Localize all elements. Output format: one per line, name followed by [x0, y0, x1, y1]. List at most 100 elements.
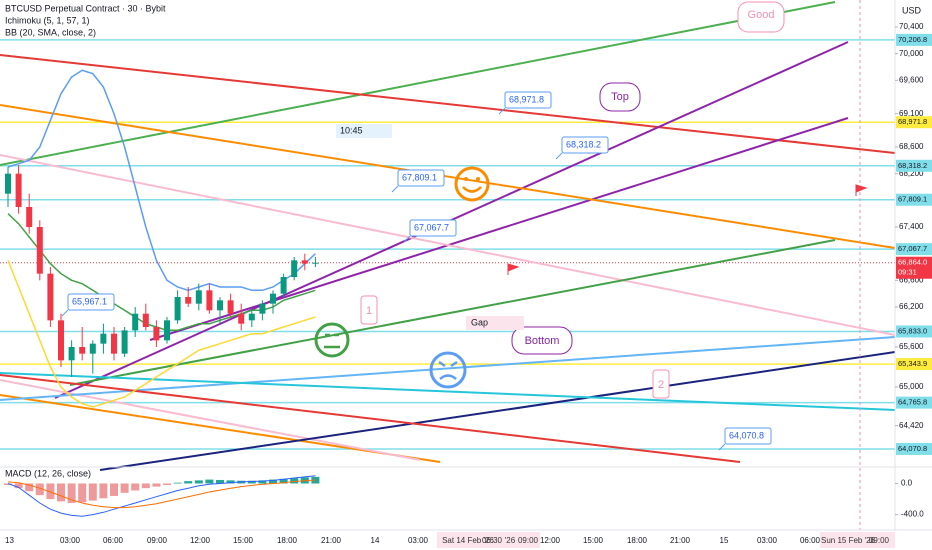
y-tick-label: 66,600 — [899, 275, 924, 284]
histogram-bar — [4, 483, 12, 486]
level-tag — [896, 159, 932, 172]
y-tick-label: 69,100 — [899, 109, 924, 118]
histogram-bar — [184, 481, 193, 484]
bottom-label: Bottom — [525, 335, 560, 347]
legend: BTCUSD Perpetual Contract · 30 · Bybit I… — [5, 3, 166, 478]
callout-box — [724, 427, 772, 445]
macd-line — [7, 475, 316, 517]
time-highlight — [437, 532, 540, 548]
level-label: 65,833.0 — [898, 326, 927, 335]
angry-mouth — [439, 374, 457, 380]
histogram-bar — [194, 480, 203, 484]
macd-line — [7, 479, 316, 509]
level-tag — [896, 325, 932, 338]
histogram-bar — [247, 480, 256, 484]
candle-body — [5, 173, 11, 194]
histogram-bar — [152, 483, 161, 487]
histogram-bar — [78, 483, 87, 503]
x-tick-label: 06:30 — [482, 536, 503, 545]
histogram-bar — [131, 483, 140, 491]
candle-body — [47, 273, 54, 321]
indicator-line — [7, 260, 316, 408]
y-tick-label: 67,400 — [899, 222, 924, 231]
axes: 70,400 70,000 69,600 69,100 68,600 68,200 67,4… — [5, 22, 932, 548]
callout-leader — [391, 185, 399, 193]
top-bubble — [599, 82, 641, 112]
level-label: 68,318.2 — [898, 161, 927, 170]
wave-label: 2 — [658, 379, 664, 391]
histogram-bar — [25, 483, 34, 492]
trend-line — [99, 351, 896, 471]
x-tick-label: 09:00 — [147, 536, 168, 545]
indicator-label: BB (20, SMA, close, 2) — [5, 27, 96, 37]
trend-line — [0, 1, 836, 166]
x-tick-label: 09:00 — [869, 536, 890, 545]
x-tick-label: 18:00 — [627, 536, 648, 545]
x-tick-label: 03:00 — [60, 536, 81, 545]
candle-body — [89, 343, 96, 354]
level-tag — [896, 193, 932, 206]
candle-body — [238, 313, 245, 324]
annotations: Good Top Bottom Gap 10:45 1 2 — [314, 1, 868, 399]
histogram-bar — [46, 483, 55, 500]
level-label: 65,343.9 — [898, 359, 927, 368]
histogram-bar — [163, 483, 171, 486]
y-tick-label: 68,200 — [899, 169, 924, 178]
candle-body — [312, 262, 319, 264]
bottom-bubble — [511, 326, 573, 355]
histogram-bar — [120, 483, 129, 493]
last-price-label: 66,864.0 — [898, 258, 927, 267]
candle-body — [227, 300, 234, 314]
level-label: 70,206.8 — [898, 35, 927, 44]
y-tick-label: 65,000 — [899, 382, 924, 391]
gap-label: Gap — [471, 317, 488, 327]
y-tick-label: -400.0 — [901, 510, 924, 519]
level-label: 67,067.7 — [898, 244, 927, 253]
callout-box — [397, 169, 445, 187]
symbol-title: BTCUSD Perpetual Contract · 30 · Bybit — [5, 3, 166, 13]
indicator-label: Ichimoku (5, 1, 57, 1) — [5, 15, 90, 25]
candle-body — [259, 303, 266, 314]
x-tick-label: '26 — [505, 536, 516, 545]
y-tick-label: 68,600 — [899, 142, 924, 151]
candle-body — [280, 277, 287, 294]
histogram-bar — [226, 480, 235, 484]
top-label: Top — [611, 91, 629, 103]
level-tag — [896, 358, 932, 371]
time-box-label: 10:45 — [340, 125, 363, 135]
x-tick-label: 15 — [720, 536, 729, 545]
callout-leader — [498, 107, 506, 115]
price-series — [4, 69, 320, 517]
angry-brows — [438, 360, 458, 368]
x-tick-label: 21:00 — [321, 536, 342, 545]
candle-body — [248, 313, 255, 321]
trend-line — [0, 336, 896, 401]
callout-label: 65,967.1 — [72, 296, 107, 306]
callout-box — [504, 91, 552, 109]
level-label: 68,971.8 — [898, 117, 927, 126]
angry-face — [429, 351, 467, 389]
level-label: 67,809.1 — [898, 195, 927, 204]
eye — [476, 177, 480, 181]
candle-body — [111, 333, 117, 354]
histogram-bar — [258, 480, 267, 484]
flag — [507, 263, 520, 275]
candle-body — [270, 293, 276, 304]
callout-label: 68,318.2 — [566, 139, 601, 149]
callout-label: 67,809.1 — [402, 172, 437, 182]
last-price-tag — [896, 256, 932, 279]
histogram-bar — [57, 483, 65, 502]
histogram-bar — [279, 478, 288, 484]
callout-box — [409, 219, 457, 237]
level-tag — [896, 243, 932, 256]
histogram-bar — [110, 483, 118, 496]
x-tick-label: 12:00 — [540, 536, 561, 545]
histogram-bar — [88, 483, 97, 501]
y-tick-label: 65,600 — [899, 342, 924, 351]
callouts: 68,971.8 68,318.2 67,809.1 67,067.7 65,967.1… — [61, 91, 772, 451]
trend-lines — [0, 0, 896, 530]
trend-line — [149, 117, 849, 341]
candle-body — [68, 347, 75, 361]
smile-mouth — [462, 186, 482, 193]
good-label: Good — [748, 9, 775, 21]
